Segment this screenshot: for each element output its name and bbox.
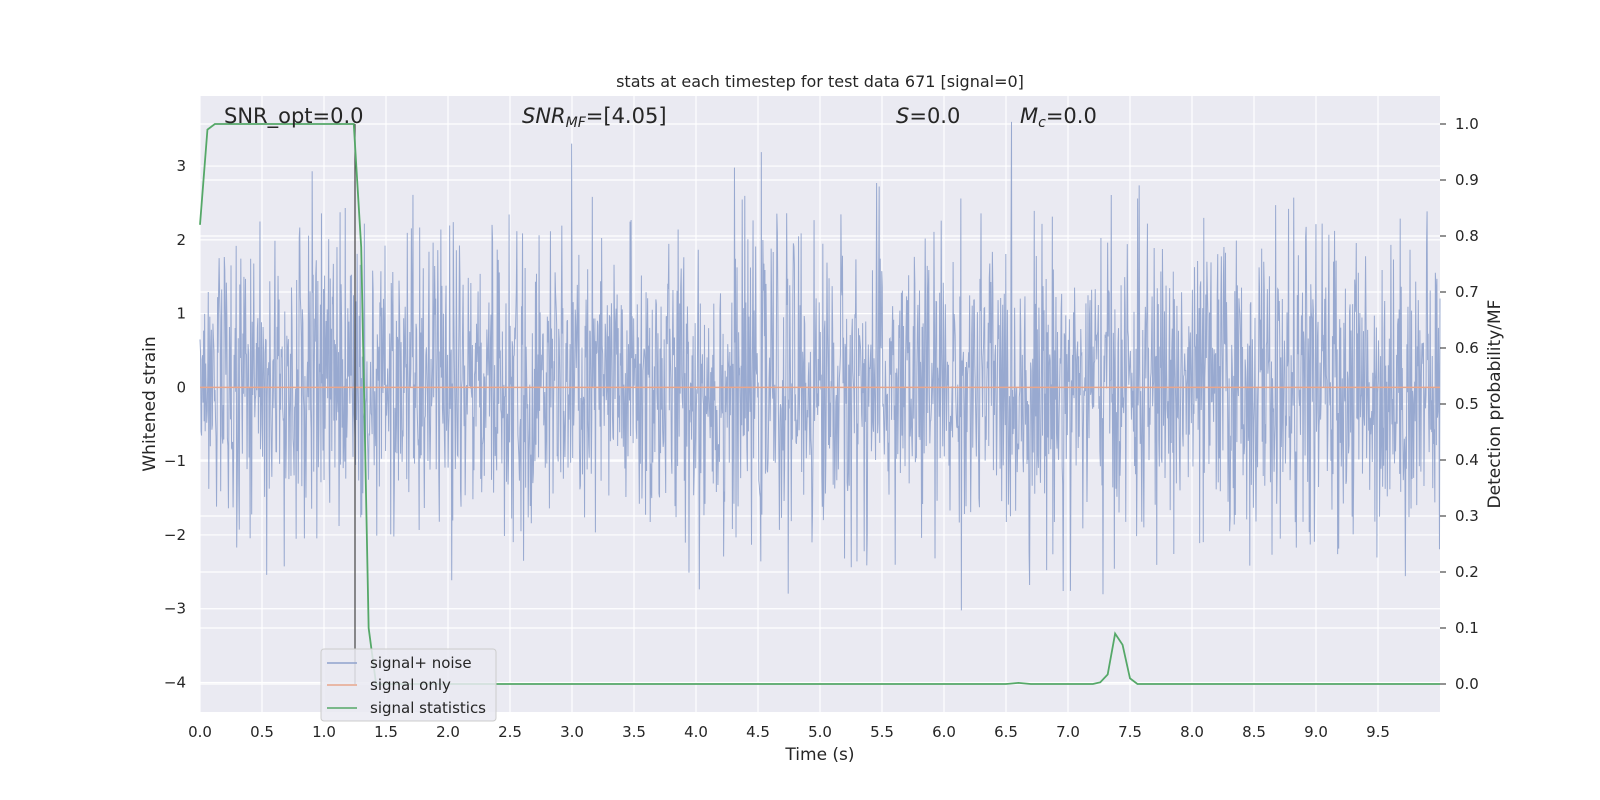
x-tick-label: 0.0 [188,723,212,741]
annotation-s: S=0.0 [896,104,960,128]
annotation-s-main: S [896,104,909,128]
y-left-tick-label: −4 [164,673,186,691]
annotation-s-value: =0.0 [909,104,960,128]
x-tick-label: 3.0 [560,723,584,741]
x-tick-label: 1.5 [374,723,398,741]
annotation-mc-sub: c [1038,115,1046,131]
x-tick-label: 3.5 [622,723,646,741]
x-tick-label: 0.5 [250,723,274,741]
annotation-mc-main: M [1020,104,1038,128]
annotation-snr-mf: SNRMF=[4.05] [522,104,667,131]
series-signal-noise [199,121,1441,611]
series-layer [199,123,1440,685]
y-left-tick-label: −2 [164,526,186,544]
x-tick-label: 6.0 [932,723,956,741]
y-right-tick-label: 0.9 [1455,171,1479,189]
noise-series [199,121,1441,611]
annotation-snr-mf-value: =[4.05] [586,104,667,128]
chart-title: stats at each timestep for test data 671… [616,72,1024,91]
annotation-snr-opt: SNR_opt=0.0 [224,104,364,129]
y-left-tick-label: −3 [164,600,186,618]
y-right-tick-label: 0.7 [1455,283,1479,301]
y-axis-label-left: Whitened strain [140,336,160,471]
y-right-tick-label: 0.6 [1455,339,1479,357]
x-tick-label: 5.0 [808,723,832,741]
y-axis-label-right: Detection probability/MF [1485,300,1505,509]
y-right-tick-label: 0.4 [1455,451,1479,469]
x-tick-label: 2.0 [436,723,460,741]
x-tick-label: 5.5 [870,723,894,741]
y-right-tick-label: 0.1 [1455,619,1479,637]
x-tick-label: 9.0 [1304,723,1328,741]
y-left-tick-label: 1 [176,305,186,323]
y-right-tick-label: 0.2 [1455,563,1479,581]
x-tick-label: 2.5 [498,723,522,741]
y-left-tick-label: 3 [176,157,186,175]
y-right-tick-label: 1.0 [1455,115,1479,133]
legend-label-signal-statistics: signal statistics [370,699,486,717]
x-tick-label: 8.0 [1180,723,1204,741]
x-tick-label: 4.5 [746,723,770,741]
x-tick-label: 1.0 [312,723,336,741]
series-signal-statistics [199,123,1440,685]
x-tick-label: 8.5 [1242,723,1266,741]
y-right-tick-label: 0.3 [1455,507,1479,525]
y-right-tick-label: 0.8 [1455,227,1479,245]
x-tick-label: 7.0 [1056,723,1080,741]
x-axis-label: Time (s) [784,745,854,765]
legend: signal+ noise signal only signal statist… [320,648,497,722]
annotation-mc: Mc=0.0 [1020,104,1097,131]
y-right-tick-label: 0.0 [1455,675,1479,693]
legend-box [320,648,497,722]
x-tick-label: 7.5 [1118,723,1142,741]
legend-label-signal-only: signal only [370,676,451,694]
annotation-snr-mf-main: SNR [522,104,566,128]
y-left-tick-label: 2 [176,231,186,249]
tick-labels: 0.0 0.5 1.0 1.5 2.0 2.5 3.0 3.5 4.0 4.5 5.0 5.5 6.0 6… [164,115,1479,741]
x-tick-label: 9.5 [1366,723,1390,741]
annotation-mc-value: =0.0 [1046,104,1097,128]
legend-label-signal-noise: signal+ noise [370,654,472,672]
y-left-tick-label: −1 [164,452,186,470]
annotation-snr-mf-sub: MF [566,115,587,131]
y-left-tick-label: 0 [176,378,186,396]
x-tick-label: 4.0 [684,723,708,741]
x-tick-label: 6.5 [994,723,1018,741]
y-right-tick-label: 0.5 [1455,395,1479,413]
